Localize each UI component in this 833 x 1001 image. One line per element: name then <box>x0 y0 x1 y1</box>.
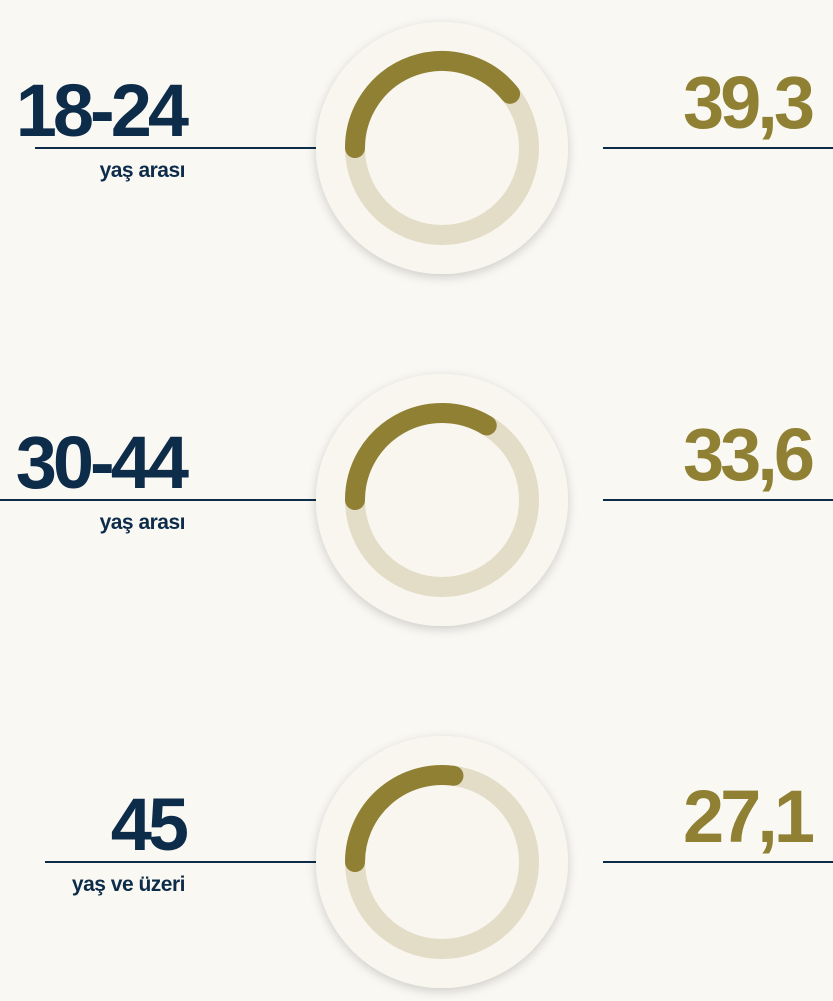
gauge-arc <box>345 51 521 158</box>
gauge-arc <box>345 765 464 872</box>
age-caption: yaş arası <box>100 159 185 182</box>
value-label: 33,6 <box>683 413 813 496</box>
value-label: 27,1 <box>683 775 814 858</box>
age-label: 45 <box>111 783 188 866</box>
age-caption: yaş ve üzeri <box>72 873 185 896</box>
gauge-arc <box>345 403 497 510</box>
age-caption: yaş arası <box>100 511 185 534</box>
age-label: 18-24 <box>16 69 189 152</box>
age-label: 30-44 <box>16 421 189 504</box>
value-label: 39,3 <box>683 61 813 144</box>
